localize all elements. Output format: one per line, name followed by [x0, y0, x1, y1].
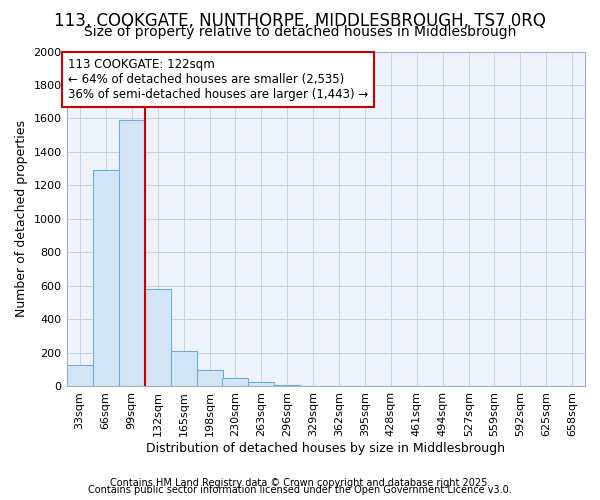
Bar	[145, 290, 170, 386]
Text: Size of property relative to detached houses in Middlesbrough: Size of property relative to detached ho…	[84, 25, 516, 39]
Bar	[119, 120, 145, 386]
Text: 113 COOKGATE: 122sqm
← 64% of detached houses are smaller (2,535)
36% of semi-de: 113 COOKGATE: 122sqm ← 64% of detached h…	[68, 58, 368, 101]
Bar	[248, 382, 274, 386]
Bar	[197, 370, 223, 386]
Bar	[92, 170, 119, 386]
Bar	[222, 378, 248, 386]
Text: Contains public sector information licensed under the Open Government Licence v3: Contains public sector information licen…	[88, 485, 512, 495]
X-axis label: Distribution of detached houses by size in Middlesbrough: Distribution of detached houses by size …	[146, 442, 505, 455]
Bar	[170, 352, 197, 386]
Bar	[67, 364, 92, 386]
Y-axis label: Number of detached properties: Number of detached properties	[15, 120, 28, 318]
Bar	[274, 385, 300, 386]
Text: Contains HM Land Registry data © Crown copyright and database right 2025.: Contains HM Land Registry data © Crown c…	[110, 478, 490, 488]
Text: 113, COOKGATE, NUNTHORPE, MIDDLESBROUGH, TS7 0RQ: 113, COOKGATE, NUNTHORPE, MIDDLESBROUGH,…	[54, 12, 546, 30]
